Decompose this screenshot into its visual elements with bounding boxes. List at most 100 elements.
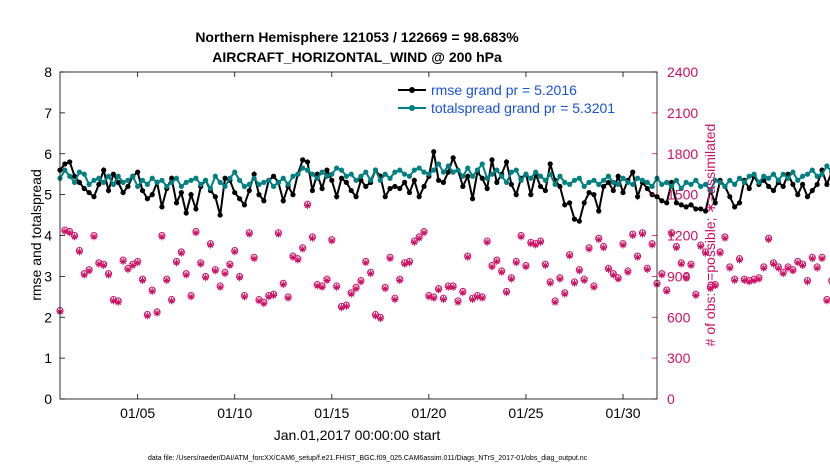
totalspread-point — [62, 167, 68, 173]
obs-assimilated-point — [449, 283, 457, 291]
y-left-tick-label: 7 — [44, 105, 52, 121]
obs-assimilated-point — [177, 249, 185, 257]
rmse-point — [766, 183, 772, 190]
obs-assimilated-point — [566, 252, 574, 260]
totalspread-point — [120, 179, 126, 185]
obs-assimilated-point — [740, 276, 748, 284]
obs-assimilated-point — [769, 260, 777, 268]
totalspread-point — [236, 177, 243, 183]
x-tick-label: 01/30 — [606, 405, 641, 421]
obs-assimilated-point — [682, 274, 690, 282]
obs-assimilated-point — [503, 289, 511, 297]
rmse-point — [581, 200, 587, 206]
totalspread-point — [71, 179, 78, 185]
rmse-point — [300, 157, 306, 163]
obs-assimilated-point — [464, 253, 472, 261]
totalspread-point — [164, 183, 170, 190]
rmse-point — [659, 198, 665, 204]
rmse-point — [67, 159, 73, 165]
totalspread-point — [795, 177, 801, 183]
totalspread-point — [411, 167, 417, 173]
totalspread-point — [110, 181, 116, 188]
totalspread-point — [392, 169, 398, 175]
totalspread-point — [513, 167, 519, 173]
rmse-point — [673, 200, 680, 206]
rmse-point — [494, 179, 500, 185]
rmse-point — [620, 189, 626, 196]
totalspread-point — [756, 179, 762, 185]
totalspread-point — [86, 181, 92, 188]
y-right-tick-label: 300 — [667, 350, 691, 366]
obs-assimilated-point — [391, 296, 399, 304]
obs-assimilated-point — [405, 259, 413, 267]
obs-assimilated-point — [221, 270, 229, 278]
totalspread-point — [673, 177, 680, 183]
y-left-tick-label: 1 — [44, 350, 52, 366]
obs-assimilated-point — [134, 259, 142, 267]
obs-assimilated-point — [226, 261, 234, 269]
obs-assimilated-point — [726, 264, 734, 272]
rmse-point — [693, 206, 699, 212]
obs-assimilated-point — [386, 255, 394, 263]
totalspread-point — [537, 173, 544, 179]
rmse-point — [222, 175, 228, 181]
rmse-point — [790, 181, 796, 188]
y-axis-left-label: rmse and totalspread — [28, 169, 44, 301]
totalspread-point — [377, 177, 383, 183]
totalspread-point — [290, 173, 296, 179]
obs-assimilated-point — [313, 282, 321, 290]
totalspread-point — [144, 181, 150, 188]
obs-assimilated-point — [153, 309, 161, 317]
obs-assimilated-point — [158, 233, 166, 241]
obs-assimilated-point — [139, 276, 147, 284]
totalspread-point — [596, 181, 602, 188]
rmse-point — [562, 202, 568, 208]
obs-assimilated-point — [706, 285, 714, 293]
totalspread-point — [435, 161, 442, 167]
obs-assimilated-point — [119, 257, 127, 265]
obs-assimilated-point — [818, 255, 826, 263]
obs-assimilated-point — [75, 248, 83, 256]
rmse-point — [576, 218, 582, 224]
rmse-point — [503, 159, 510, 165]
totalspread-point — [251, 175, 257, 181]
rmse-point — [702, 208, 709, 214]
totalspread-point — [135, 183, 141, 190]
rmse-point — [159, 204, 165, 210]
totalspread-point — [353, 177, 359, 183]
legend-rmse-marker — [409, 87, 415, 93]
obs-assimilated-point — [270, 291, 278, 299]
obs-assimilated-point — [702, 249, 710, 257]
totalspread-point — [363, 169, 369, 175]
rmse-point — [178, 189, 184, 196]
obs-assimilated-point — [90, 233, 98, 241]
data-file-footer: data file: /Users/raeder/DAI/ATM_forcXX/… — [148, 455, 588, 462]
obs-assimilated-point — [240, 293, 248, 301]
obs-assimilated-point — [100, 261, 108, 269]
totalspread-point — [484, 175, 490, 181]
rmse-point — [465, 173, 471, 179]
obs-assimilated-point — [289, 253, 297, 261]
obs-assimilated-point — [333, 283, 341, 291]
totalspread-point — [780, 171, 786, 177]
rmse-point — [795, 192, 801, 198]
rmse-point — [804, 194, 811, 200]
chart-title-line1: Northern Hemisphere 121053 / 122669 = 98… — [195, 29, 519, 45]
rmse-point — [567, 200, 573, 206]
totalspread-point — [523, 171, 529, 177]
obs-assimilated-point — [546, 279, 554, 287]
obs-assimilated-point — [629, 232, 637, 239]
x-tick-label: 01/15 — [314, 405, 349, 421]
rmse-point — [406, 189, 413, 196]
totalspread-point — [426, 171, 432, 177]
rmse-point — [334, 194, 340, 200]
obs-assimilated-point — [575, 267, 583, 275]
totalspread-point — [465, 165, 471, 171]
y-left-tick-label: 3 — [44, 268, 52, 284]
obs-assimilated-point — [71, 233, 79, 241]
totalspread-point — [91, 177, 97, 183]
obs-assimilated-point — [381, 285, 389, 293]
totalspread-point — [542, 177, 548, 183]
obs-assimilated-point — [716, 249, 724, 257]
obs-assimilated-point — [143, 312, 151, 320]
